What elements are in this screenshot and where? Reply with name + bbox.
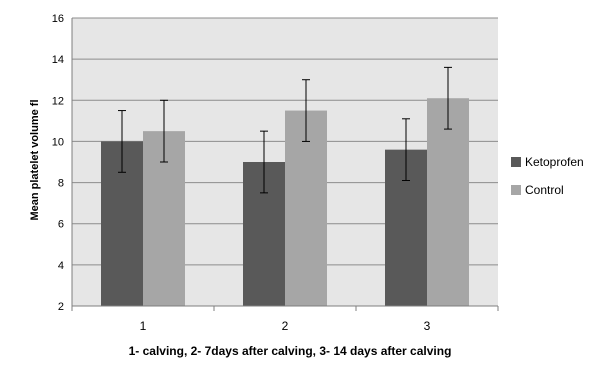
x-tick-labels: 1 2 3 xyxy=(140,319,431,333)
legend-swatch-ketoprofen xyxy=(511,157,521,167)
y-tick-label: 16 xyxy=(52,13,64,25)
axes xyxy=(71,18,499,311)
x-tick-label: 1 xyxy=(140,319,147,333)
y-tick-label: 12 xyxy=(52,95,64,107)
error-bars xyxy=(118,66,452,194)
x-tick-label: 3 xyxy=(424,319,431,333)
y-tick-label: 14 xyxy=(52,54,64,66)
y-tick-label: 2 xyxy=(58,301,64,313)
y-axis-label: Mean platelet volume fl xyxy=(29,99,41,220)
legend-label-ketoprofen: Ketoprofen xyxy=(525,155,584,169)
legend-label-control: Control xyxy=(525,183,564,197)
bar-control-3 xyxy=(427,98,469,306)
bar-control-2 xyxy=(285,110,327,306)
x-axis-label: 1- calving, 2- 7days after calving, 3- 1… xyxy=(129,344,452,358)
y-tick-labels: 2 4 6 8 10 12 14 16 xyxy=(52,13,64,313)
legend-swatch-control xyxy=(511,185,521,195)
y-tick-label: 10 xyxy=(52,136,64,148)
y-tick-label: 4 xyxy=(58,260,64,272)
legend: Ketoprofen Control xyxy=(511,155,584,197)
x-tick-label: 2 xyxy=(282,319,289,333)
y-tick-label: 6 xyxy=(58,219,64,231)
y-tick-label: 8 xyxy=(58,178,64,190)
